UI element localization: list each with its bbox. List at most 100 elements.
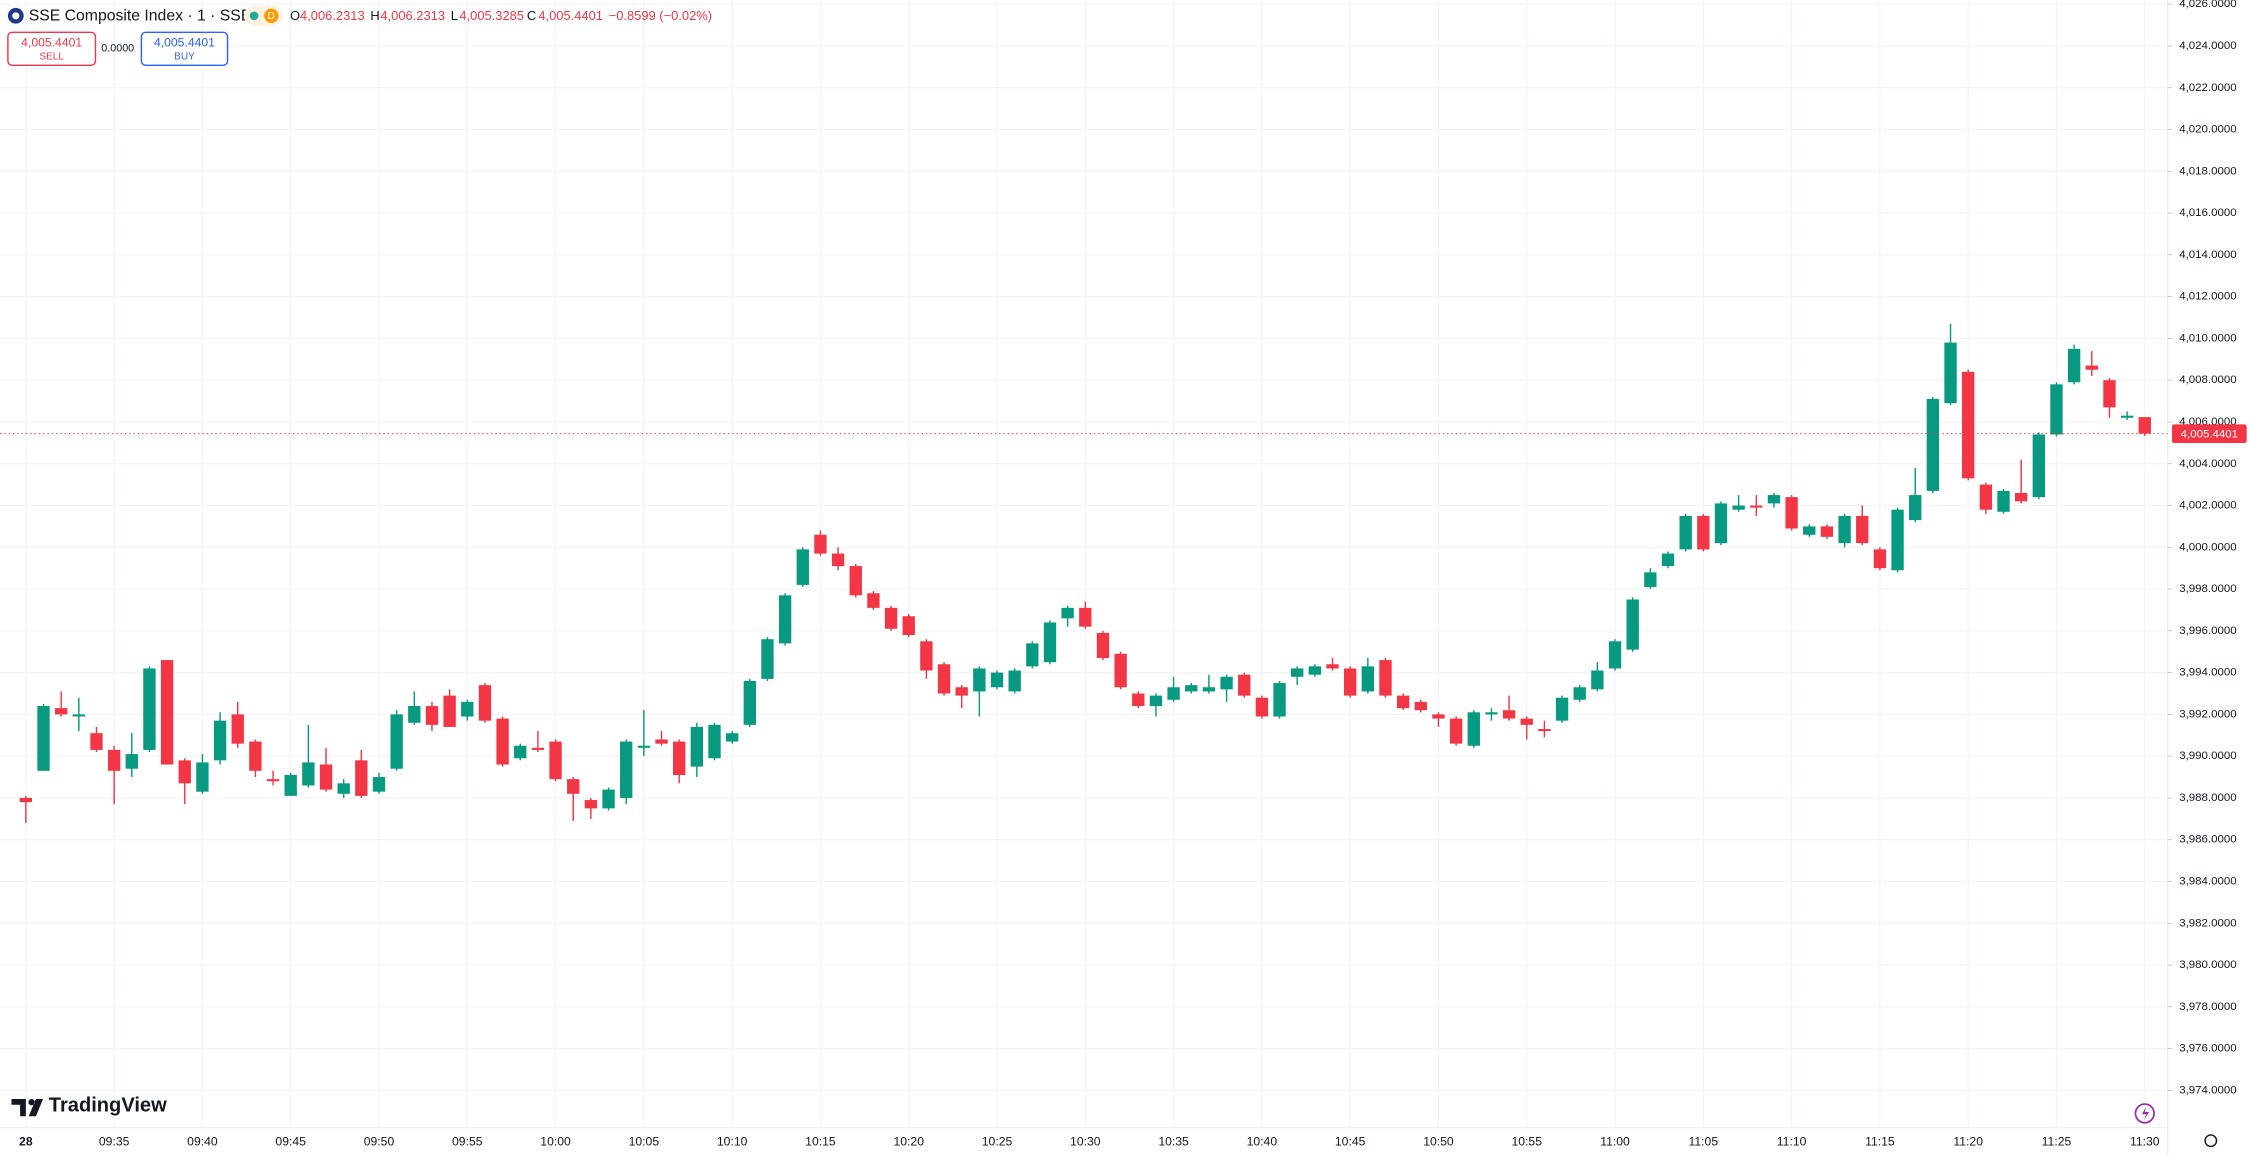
candle-body: [1520, 718, 1533, 725]
x-tick-label: 09:55: [452, 1134, 483, 1148]
y-tick-label: 3,984.0000: [2179, 876, 2236, 888]
candle-body: [1043, 622, 1057, 663]
x-tick-label: 10:55: [1511, 1134, 1542, 1148]
last-price-tag: [2172, 424, 2247, 443]
symbol-title[interactable]: SSE Composite Index · 1 · SSE: [29, 8, 252, 25]
candle-body: [796, 549, 809, 585]
candle-body: [1167, 687, 1180, 700]
x-tick-label: 10:35: [1158, 1134, 1189, 1148]
ohlc-key: C: [527, 8, 536, 23]
candle-body: [1096, 632, 1110, 658]
x-tick-label: 11:15: [1865, 1134, 1895, 1148]
candle-body: [1679, 515, 1692, 550]
candle-body: [1485, 712, 1498, 715]
candle-body: [1449, 718, 1463, 744]
x-tick-label: 11:20: [1953, 1134, 1983, 1148]
y-tick-label: 3,978.0000: [2179, 1001, 2236, 1013]
x-tick-label: 10:25: [982, 1134, 1013, 1148]
candle-body: [1202, 687, 1216, 692]
candle-body: [1997, 490, 2010, 512]
candle-body: [937, 664, 951, 694]
sell-label: SELL: [39, 51, 64, 62]
candle-body: [1608, 641, 1622, 669]
candle-body: [2138, 417, 2151, 434]
symbol-icon-inner: [12, 12, 20, 20]
candle-body: [1785, 497, 1798, 529]
y-tick-label: 3,994.0000: [2179, 667, 2236, 679]
candle-body: [478, 685, 492, 721]
spread: 0.0000: [101, 43, 134, 55]
candle-body: [1326, 664, 1339, 669]
y-tick-label: 4,022.0000: [2179, 82, 2236, 94]
x-tick-label: 09:35: [99, 1134, 130, 1148]
y-tick-label: 3,992.0000: [2179, 708, 2236, 720]
candle-body: [620, 741, 633, 798]
candle-body: [743, 680, 756, 725]
x-tick-label: 11:00: [1600, 1134, 1630, 1148]
candle-body: [973, 668, 986, 692]
candle-body: [1856, 515, 1869, 544]
logo[interactable]: TradingView: [49, 1095, 167, 1117]
candle-body: [1061, 607, 1074, 619]
candle-body: [1220, 676, 1233, 690]
candle-body: [72, 714, 85, 717]
badge-circle: [264, 8, 279, 23]
candle-body: [584, 800, 598, 809]
candle-body: [1767, 495, 1781, 504]
y-tick-label: 4,004.0000: [2179, 458, 2236, 470]
candle-body: [1891, 509, 1904, 571]
x-tick-label: 11:25: [2042, 1134, 2072, 1148]
candle-body: [2050, 384, 2063, 435]
candle-body: [1238, 674, 1251, 696]
market-status-dot: [249, 11, 259, 21]
candle-body: [1502, 710, 1516, 719]
candle-body: [1873, 549, 1887, 569]
ohlc-key: O: [290, 8, 300, 23]
candle-body: [955, 687, 968, 696]
candle-body: [284, 774, 297, 796]
y-tick-label: 4,026.0000: [2179, 0, 2236, 10]
candle-body: [1750, 505, 1763, 508]
candle-body: [2014, 492, 2028, 502]
replay-icon[interactable]: [2134, 1103, 2155, 1124]
candle-body: [2120, 415, 2134, 418]
candle-body: [1820, 526, 1834, 537]
candle-body: [814, 534, 827, 554]
sell-price: 4,005.4401: [21, 35, 82, 49]
candle-body: [1538, 729, 1551, 732]
candle-body: [1661, 553, 1675, 567]
y-tick-label: 4,010.0000: [2179, 332, 2236, 344]
candles: [0, 323, 2168, 824]
candle-body: [1555, 697, 1569, 721]
sell-button[interactable]: [7, 31, 97, 66]
candle-body: [107, 749, 121, 771]
candle-body: [372, 777, 386, 792]
candle-body: [302, 762, 315, 786]
candle-body: [1079, 607, 1092, 627]
last-price-label: 4,005.4401: [2181, 428, 2238, 440]
ohlc-key: L: [451, 8, 458, 23]
y-tick-label: 3,990.0000: [2179, 750, 2236, 762]
x-tick-label: 10:50: [1423, 1134, 1454, 1148]
candle-body: [266, 779, 280, 782]
candle-body: [37, 706, 50, 771]
candle-body: [2067, 348, 2081, 383]
x-tick-label: 10:40: [1247, 1134, 1278, 1148]
candle-body: [1273, 683, 1286, 717]
y-tick-label: 4,014.0000: [2179, 249, 2236, 261]
candle-body: [196, 762, 209, 792]
replay-icon-bolt: [2141, 1106, 2150, 1120]
candle-body: [337, 783, 350, 794]
x-tick-label: 28: [19, 1134, 33, 1148]
buy-button[interactable]: [140, 31, 229, 66]
y-tick-label: 4,012.0000: [2179, 291, 2236, 303]
candle-body: [390, 714, 403, 769]
candle-body: [2032, 434, 2045, 498]
candle-body: [778, 595, 792, 644]
settings-icon[interactable]: [2204, 1134, 2218, 1148]
candle-body: [1414, 701, 1427, 711]
candle-body: [602, 789, 615, 809]
candle-body: [514, 745, 527, 759]
y-tick-label: 4,020.0000: [2179, 124, 2236, 136]
